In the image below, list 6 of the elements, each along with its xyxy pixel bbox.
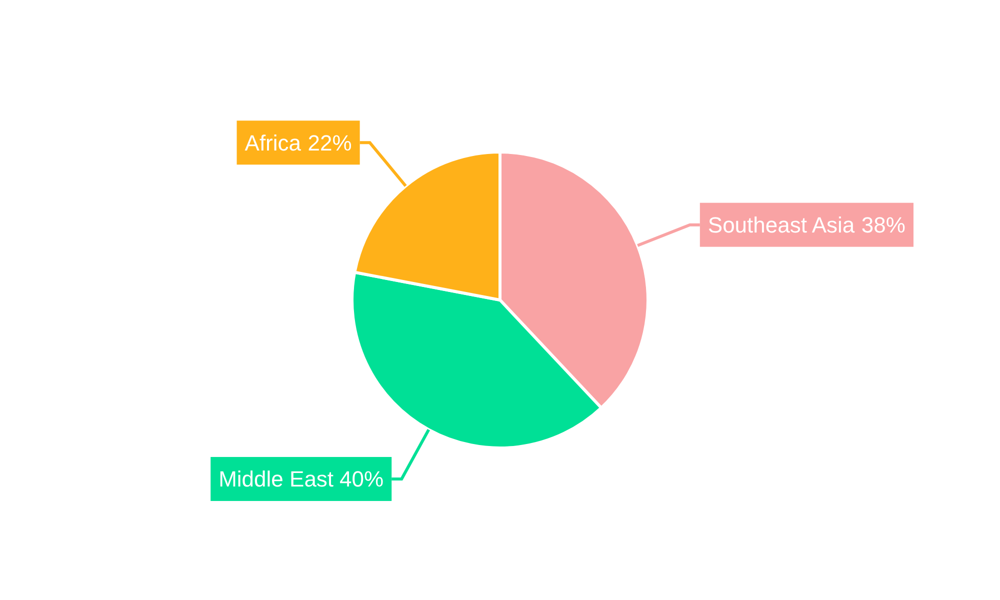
data-label: 40% [340,466,384,492]
data-label: 38% [861,212,906,238]
data-label: 22% [308,130,352,156]
slice-label: Middle East [218,466,334,492]
slice-label: Southeast Asia [708,212,856,238]
slice-label: Africa [244,130,302,156]
